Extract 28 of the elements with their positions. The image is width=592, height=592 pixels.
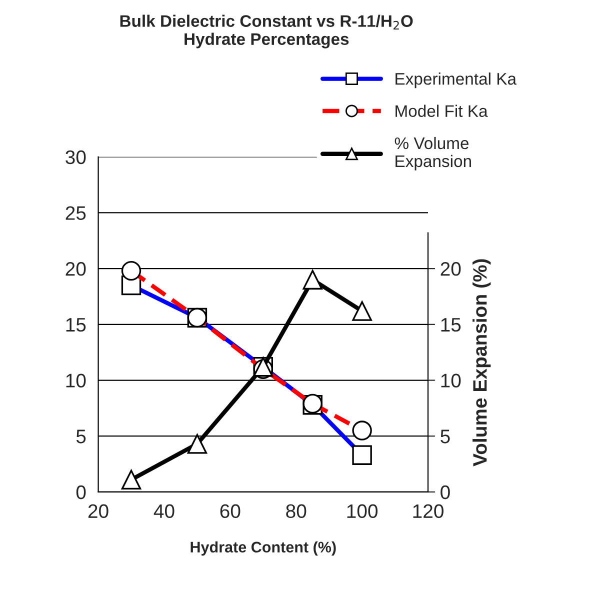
point: [187, 434, 208, 454]
x-tick-label: 80: [286, 504, 306, 518]
y2-axis-title: Volume Expansion (%): [472, 259, 491, 466]
x-tick-label: 40: [154, 504, 174, 518]
x-tick-label: 20: [88, 504, 108, 518]
point: [302, 270, 322, 290]
x-axis-title: Hydrate Content (%): [190, 541, 336, 556]
x-tick-label: 120: [413, 504, 444, 518]
point: [121, 470, 142, 490]
y-tick-label: 5: [76, 430, 86, 444]
y2-tick-label: 20: [440, 262, 461, 276]
chart-title: Bulk Dielectric Constant vs R-11/H$_{2}$O Hydrate Percentages: [120, 14, 413, 48]
legend-label: % Volume Expansion: [394, 136, 471, 170]
y-tick-label: 0: [76, 485, 86, 500]
legend-label: Model Fit Ka: [396, 104, 488, 117]
y-tick-label: 10: [66, 374, 86, 388]
x-tick-label: 100: [347, 504, 378, 518]
y-tick-label: 25: [66, 206, 86, 220]
x-tick-label: 60: [220, 504, 240, 518]
point: [352, 301, 372, 321]
y2-tick-label: 10: [441, 374, 461, 388]
y2-tick-label: 15: [441, 318, 461, 332]
y-tick-label: 20: [66, 262, 86, 276]
y2-tick-label: 0: [440, 485, 450, 500]
y-tick-label: 15: [66, 318, 86, 332]
y-tick-label: 30: [66, 150, 86, 164]
y2-tick-label: 5: [440, 430, 450, 444]
legend-label: Experimental Ka: [396, 72, 517, 88]
